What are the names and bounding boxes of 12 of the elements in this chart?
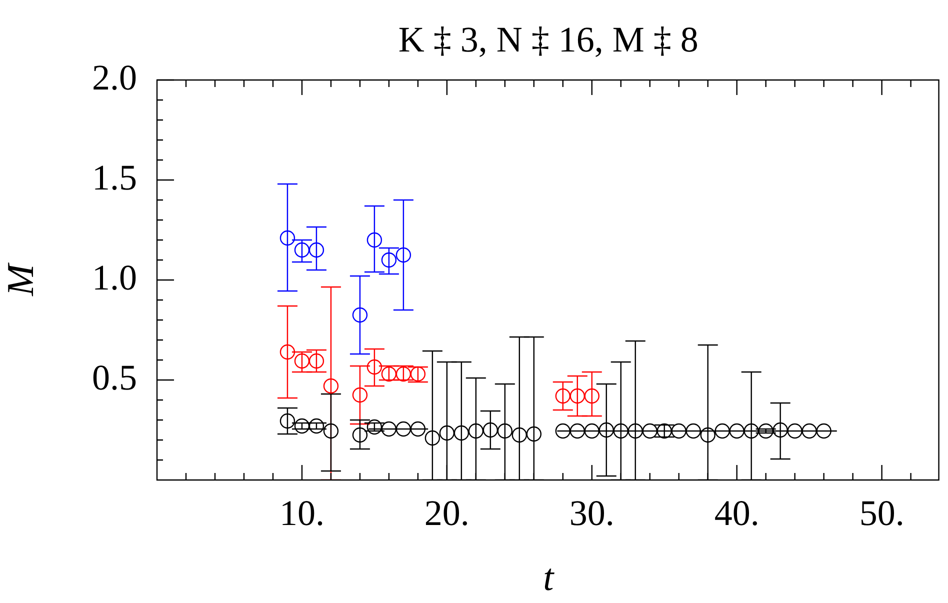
x-tick-label: 30.: [569, 493, 614, 534]
y-tick-label: 1.0: [92, 257, 137, 298]
x-tick-label: 50.: [859, 493, 904, 534]
x-tick-label: 20.: [424, 493, 470, 534]
y-tick-label: 1.5: [92, 157, 137, 198]
x-axis-title: t: [543, 557, 556, 600]
x-tick-label: 10.: [279, 493, 324, 534]
y-tick-label: 2.0: [92, 57, 137, 98]
x-tick-label: 40.: [714, 493, 760, 534]
y-tick-label: 0.5: [92, 357, 137, 398]
chart-title: K ‡ 3, N ‡ 16, M ‡ 8: [398, 19, 698, 60]
y-axis-title: M: [0, 262, 42, 297]
